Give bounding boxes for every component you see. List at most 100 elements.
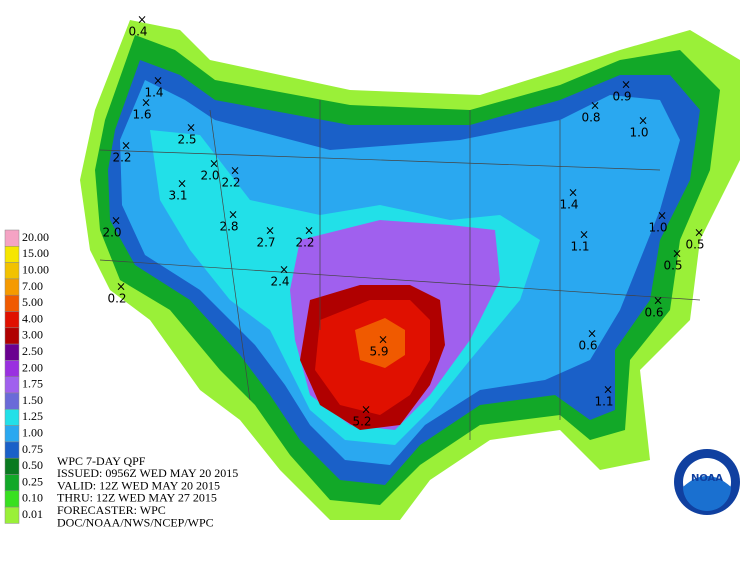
point-marker: × bbox=[672, 247, 682, 261]
legend-label: 0.50 bbox=[22, 458, 43, 472]
legend-swatch bbox=[4, 360, 20, 377]
point-label: 0.5 bbox=[663, 259, 682, 273]
point-marker: × bbox=[603, 383, 613, 397]
legend-label: 0.25 bbox=[22, 474, 43, 488]
point-label: 1.0 bbox=[629, 126, 648, 140]
legend-label: 1.50 bbox=[22, 393, 43, 407]
legend-label: 1.25 bbox=[22, 409, 43, 423]
legend-swatch bbox=[4, 490, 20, 508]
info-line: WPC 7-DAY QPF bbox=[57, 454, 146, 468]
point-marker: × bbox=[361, 403, 371, 417]
legend-swatch bbox=[4, 392, 20, 410]
legend-label: 1.75 bbox=[22, 377, 43, 391]
precip-fields bbox=[80, 20, 740, 520]
point-marker: × bbox=[587, 327, 597, 341]
info-line: FORECASTER: WPC bbox=[57, 503, 166, 517]
point-label: 3.1 bbox=[168, 189, 187, 203]
legend-label: 10.00 bbox=[22, 263, 49, 277]
logo-text: NOAA bbox=[691, 473, 723, 484]
point-label: 0.8 bbox=[581, 111, 600, 125]
point-marker: × bbox=[590, 99, 600, 113]
point-marker: × bbox=[121, 139, 131, 153]
point-marker: × bbox=[116, 280, 126, 294]
point-marker: × bbox=[111, 214, 121, 228]
legend-swatch bbox=[4, 278, 20, 296]
point-label: 1.6 bbox=[132, 108, 151, 122]
point-marker: × bbox=[177, 177, 187, 191]
legend-swatch bbox=[4, 441, 20, 459]
point-label: 2.7 bbox=[256, 236, 275, 250]
point-marker: × bbox=[579, 228, 589, 242]
legend-swatch bbox=[4, 474, 20, 492]
info-line: VALID: 12Z WED MAY 20 2015 bbox=[57, 478, 220, 492]
point-marker: × bbox=[653, 294, 663, 308]
legend-swatch bbox=[4, 425, 20, 443]
legend-swatch bbox=[4, 506, 20, 524]
point-label: 5.2 bbox=[352, 415, 371, 429]
legend-label: 15.00 bbox=[22, 246, 49, 260]
point-label: 0.5 bbox=[685, 238, 704, 252]
legend-label: 1.00 bbox=[22, 426, 43, 440]
point-label: 2.8 bbox=[219, 220, 238, 234]
legend-swatch bbox=[4, 343, 20, 361]
legend-label: 0.75 bbox=[22, 442, 43, 456]
point-label: 1.4 bbox=[144, 86, 163, 100]
legend-label: 2.50 bbox=[22, 344, 43, 358]
point-marker: × bbox=[228, 208, 238, 222]
legend-label: 2.00 bbox=[22, 360, 43, 374]
legend-label: 0.10 bbox=[22, 491, 43, 505]
point-marker: × bbox=[137, 13, 147, 27]
legend-swatch bbox=[4, 294, 20, 312]
point-marker: × bbox=[186, 121, 196, 135]
legend-swatch bbox=[4, 246, 20, 263]
legend-swatch bbox=[4, 327, 20, 345]
noaa-logo: NOAA bbox=[674, 449, 740, 515]
legend-swatch bbox=[4, 409, 20, 426]
legend-label: 3.00 bbox=[22, 328, 43, 342]
point-marker: × bbox=[153, 74, 163, 88]
state-borders bbox=[99, 100, 701, 440]
point-label: 2.5 bbox=[177, 133, 196, 147]
point-marker: × bbox=[621, 78, 631, 92]
legend-label: 0.01 bbox=[22, 507, 43, 521]
point-label: 2.2 bbox=[221, 176, 240, 190]
legend-label: 7.00 bbox=[22, 279, 43, 293]
info-line: ISSUED: 0956Z WED MAY 20 2015 bbox=[57, 466, 238, 480]
legend-label: 20.00 bbox=[22, 230, 49, 244]
point-marker: × bbox=[230, 164, 240, 178]
point-marker: × bbox=[265, 224, 275, 238]
point-marker: × bbox=[141, 96, 151, 110]
point-marker: × bbox=[378, 333, 388, 347]
point-marker: × bbox=[657, 209, 667, 223]
point-label: 0.2 bbox=[107, 292, 126, 306]
point-marker: × bbox=[694, 226, 704, 240]
point-marker: × bbox=[209, 157, 219, 171]
legend-label: 5.00 bbox=[22, 295, 43, 309]
point-label: 0.9 bbox=[612, 90, 631, 104]
info-line: DOC/NOAA/NWS/NCEP/WPC bbox=[57, 515, 214, 529]
point-label: 2.4 bbox=[270, 275, 289, 289]
legend-swatch bbox=[4, 229, 20, 247]
point-label: 5.9 bbox=[369, 345, 388, 359]
info-line: THRU: 12Z WED MAY 27 2015 bbox=[57, 491, 217, 505]
point-label: 2.2 bbox=[295, 236, 314, 250]
point-label: 1.1 bbox=[594, 395, 613, 409]
point-label: 2.2 bbox=[112, 151, 131, 165]
point-label: 1.0 bbox=[648, 221, 667, 235]
point-label: 2.0 bbox=[200, 169, 219, 183]
point-label: 0.6 bbox=[578, 339, 597, 353]
legend-swatch bbox=[4, 457, 20, 475]
point-label: 0.4 bbox=[128, 25, 147, 39]
point-marker: × bbox=[568, 186, 578, 200]
legend-label: 4.00 bbox=[22, 311, 43, 325]
point-label: 2.0 bbox=[102, 226, 121, 240]
point-marker: × bbox=[304, 224, 314, 238]
legend: 20.00 15.00 10.00 7.00 5.00 4.00 3.00 2.50 2.00 1… bbox=[4, 229, 49, 524]
point-label: 1.4 bbox=[559, 198, 578, 212]
point-label: 1.1 bbox=[570, 240, 589, 254]
legend-swatch bbox=[4, 262, 20, 280]
legend-swatch bbox=[4, 376, 20, 394]
point-marker: × bbox=[279, 263, 289, 277]
